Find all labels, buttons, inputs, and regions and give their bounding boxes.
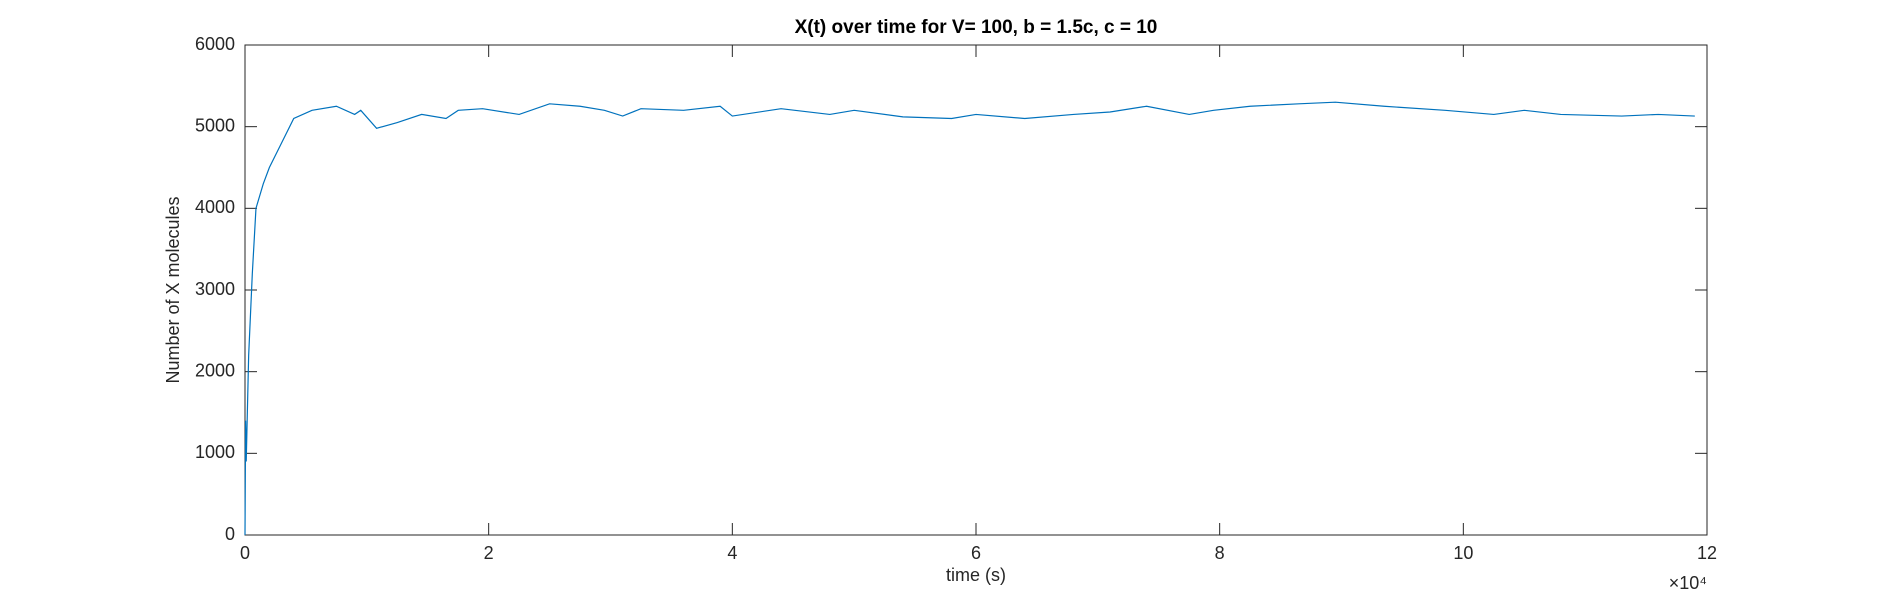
x-tick-label: 4 bbox=[727, 543, 737, 563]
x-tick-label: 8 bbox=[1215, 543, 1225, 563]
data-line bbox=[244, 101, 1695, 536]
x-axis-label: time (s) bbox=[946, 565, 1006, 585]
x-tick-label: 12 bbox=[1697, 543, 1717, 563]
y-tick-label: 1000 bbox=[195, 442, 235, 462]
x-tick-label: 10 bbox=[1453, 543, 1473, 563]
y-tick-label: 5000 bbox=[195, 115, 235, 135]
y-tick-label: 0 bbox=[225, 524, 235, 544]
x-multiplier: ×10⁴ bbox=[1669, 573, 1707, 593]
chart-title: X(t) over time for V= 100, b = 1.5c, c =… bbox=[795, 17, 1158, 38]
x-tick-label: 0 bbox=[240, 543, 250, 563]
y-axis-label: Number of X molecules bbox=[163, 196, 183, 383]
plot-area bbox=[244, 44, 1708, 536]
y-tick-label: 6000 bbox=[195, 34, 235, 54]
y-tick-label: 2000 bbox=[195, 360, 235, 380]
y-tick-label: 3000 bbox=[195, 279, 235, 299]
y-tick-label: 4000 bbox=[195, 197, 235, 217]
x-tick-label: 2 bbox=[484, 543, 494, 563]
x-tick-label: 6 bbox=[971, 543, 981, 563]
